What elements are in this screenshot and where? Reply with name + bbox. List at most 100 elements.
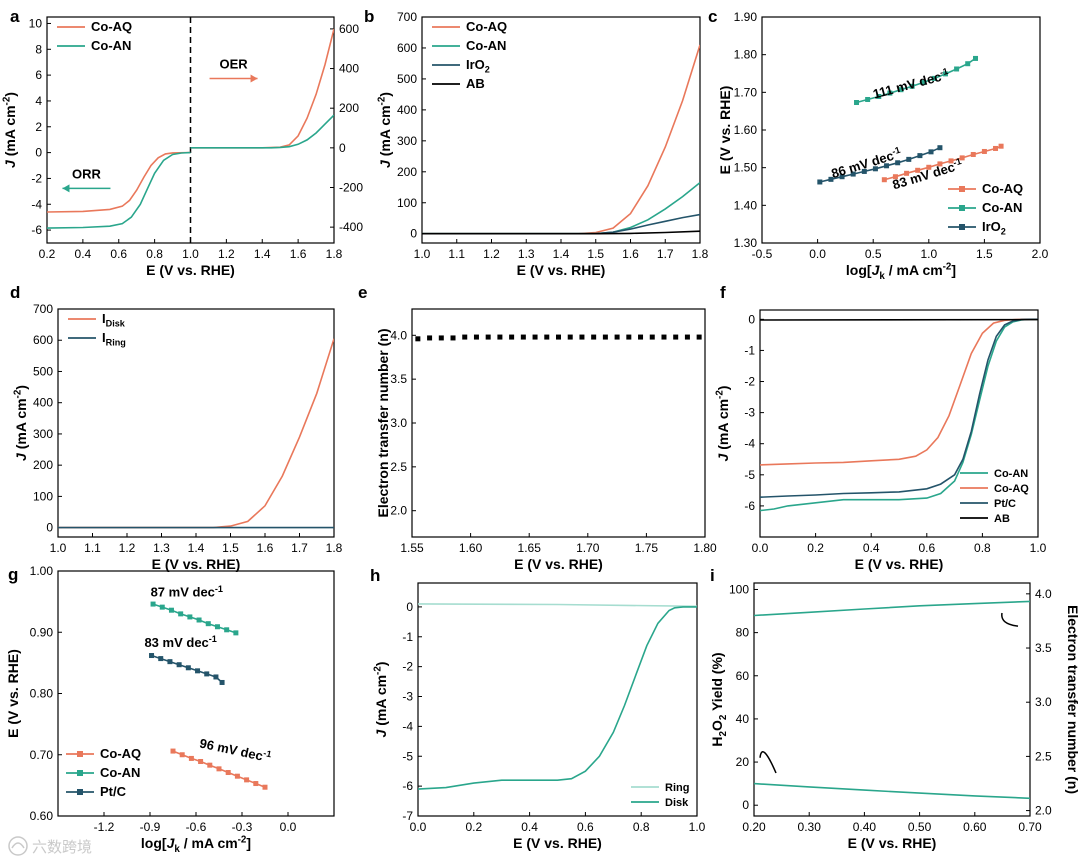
x-tick-label: 1.0 — [50, 541, 67, 555]
y-tick-label: 2.0 — [390, 504, 407, 518]
y-tick-label: 0.70 — [30, 748, 54, 762]
y2-tick-label: 3.5 — [1035, 641, 1052, 655]
y-tick-label: 1.40 — [734, 198, 758, 212]
x-tick-label: 1.1 — [448, 247, 465, 261]
x-tick-label: 1.2 — [119, 541, 136, 555]
x-axis-label: E (V vs. RHE) — [517, 262, 606, 278]
x-tick-label: 0.4 — [75, 247, 92, 261]
y-tick-label: 1.00 — [30, 564, 54, 578]
x-tick-label: 1.55 — [400, 541, 424, 555]
data-point — [198, 758, 204, 764]
x-tick-label: 1.5 — [976, 247, 993, 261]
data-point — [973, 55, 979, 61]
legend-label: IrO2 — [982, 219, 1006, 237]
series-line — [422, 181, 700, 235]
x-tick-label: 1.8 — [326, 247, 343, 261]
x-tick-label: 0.50 — [908, 820, 932, 834]
legend-label: Co-AQ — [466, 19, 507, 34]
y-tick-label: 100 — [397, 196, 417, 210]
y-tick-label: 1.70 — [734, 85, 758, 99]
y-tick-label: 600 — [33, 333, 53, 347]
y-axis-label: J (mA cm-2) — [2, 92, 18, 168]
data-point — [244, 777, 250, 783]
x-axis-label: E (V vs. RHE) — [146, 262, 235, 278]
data-point — [954, 66, 960, 72]
data-point — [892, 174, 898, 180]
curved-arrow-right — [1001, 612, 1019, 627]
y-tick-label: -3 — [744, 406, 755, 420]
data-point — [926, 164, 932, 170]
x-tick-label: 1.8 — [326, 541, 343, 555]
data-point — [909, 83, 915, 89]
x-tick-label: 0.6 — [110, 247, 127, 261]
y-tick-label: -4 — [31, 197, 42, 211]
data-point — [959, 155, 965, 161]
series-line — [152, 603, 237, 634]
data-point — [602, 334, 608, 340]
x-tick-label: 1.60 — [459, 541, 483, 555]
data-point — [509, 334, 515, 340]
x-tick-label: 0.0 — [280, 820, 297, 834]
data-point — [253, 781, 259, 787]
x-axis-label: log[Jk / mA cm-2] — [141, 835, 251, 855]
data-point — [626, 334, 632, 340]
data-point — [544, 334, 550, 340]
data-point — [917, 153, 923, 159]
legend-label: Co-AQ — [100, 746, 141, 761]
x-tick-label: 0.5 — [865, 247, 882, 261]
data-point — [887, 90, 893, 96]
data-point — [567, 334, 573, 340]
legend-label: IDisk — [102, 311, 126, 329]
plot-frame — [759, 309, 1039, 538]
series-line — [190, 114, 334, 149]
y-tick-label: -2 — [402, 660, 413, 674]
legend-label: Co-AQ — [91, 19, 132, 34]
y-tick-label: 700 — [33, 302, 53, 316]
data-point — [415, 336, 421, 342]
data-point — [158, 656, 164, 662]
y-tick-label: 80 — [736, 626, 750, 640]
x-tick-label: 0.6 — [577, 820, 594, 834]
panel-label: g — [8, 565, 18, 584]
legend-marker — [77, 770, 83, 776]
y-tick-label: 40 — [736, 712, 750, 726]
data-point — [497, 334, 503, 340]
data-point — [948, 158, 954, 164]
data-point — [898, 87, 904, 93]
y-tick-label: 1.80 — [734, 48, 758, 62]
y-tick-label: -1 — [744, 343, 755, 357]
data-point — [993, 145, 999, 151]
data-point — [204, 671, 210, 677]
y-tick-label: 0 — [742, 798, 749, 812]
data-point — [216, 766, 222, 772]
x-axis-label: E (V vs. RHE) — [855, 556, 944, 572]
legend-label: Co-AQ — [982, 181, 1023, 196]
data-point — [219, 679, 225, 685]
y-tick-label: 3.5 — [390, 372, 407, 386]
plot-frame — [411, 308, 706, 538]
data-point — [872, 166, 878, 172]
x-axis-label: E (V vs. RHE) — [513, 835, 602, 851]
data-point — [214, 624, 220, 630]
legend-label: Co-AN — [91, 38, 131, 53]
data-point — [906, 156, 912, 162]
x-tick-label: -1.2 — [94, 820, 115, 834]
panel-label: d — [10, 283, 20, 302]
data-point — [188, 755, 194, 761]
panel-g: g -1.2 -0.9 -0.6 -0.3 0.0 0.60 0.70 0.80 0.90 1.00… — [5, 564, 335, 855]
x-tick-label: 1.4 — [254, 247, 271, 261]
x-tick-label: 1.7 — [291, 541, 308, 555]
data-point — [696, 334, 702, 340]
data-point — [196, 617, 202, 623]
series-line — [418, 606, 697, 790]
data-point — [485, 334, 491, 340]
legend-marker — [77, 789, 83, 795]
annotation-label: 86 mV dec-1 — [829, 145, 903, 181]
x-tick-label: 1.6 — [257, 541, 274, 555]
x-tick-label: 0.0 — [809, 247, 826, 261]
plot-frame — [417, 582, 698, 817]
y-axis-label: E (V vs. RHE) — [717, 86, 733, 175]
y-tick-label: -4 — [744, 437, 755, 451]
x-axis-label: E (V vs. RHE) — [514, 556, 603, 572]
data-point — [649, 334, 655, 340]
